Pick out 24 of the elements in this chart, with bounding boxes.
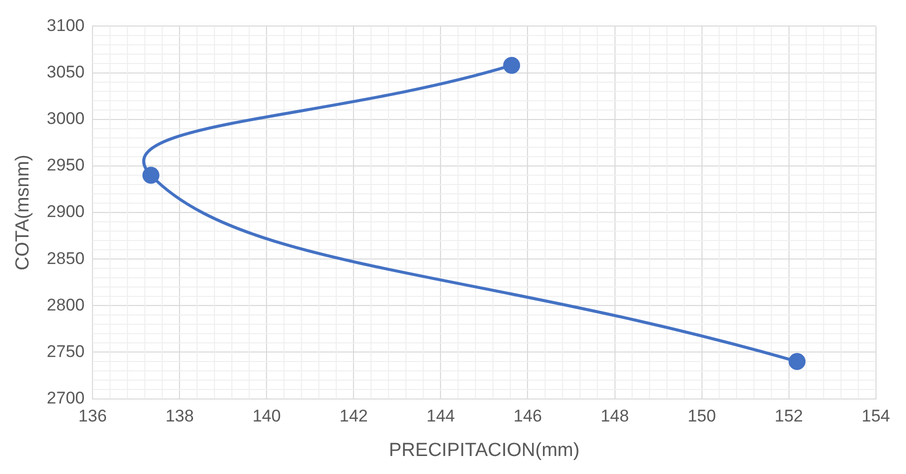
x-tick-label: 142 bbox=[339, 406, 368, 426]
y-tick-label: 2800 bbox=[46, 295, 85, 314]
x-tick-label: 154 bbox=[862, 406, 890, 426]
x-tick-label: 146 bbox=[514, 406, 542, 426]
x-tick-label: 138 bbox=[165, 406, 194, 426]
x-tick-label: 150 bbox=[688, 406, 716, 426]
y-tick-label: 3000 bbox=[46, 109, 85, 128]
y-tick-label: 2700 bbox=[46, 388, 85, 408]
y-tick-label: 2950 bbox=[46, 156, 85, 175]
y-tick-label: 2850 bbox=[46, 248, 85, 268]
y-tick-label: 3050 bbox=[46, 62, 85, 82]
y-tick-label: 3100 bbox=[46, 16, 85, 35]
x-tick-label: 144 bbox=[426, 406, 455, 426]
y-axis-title: COTA(msnm) bbox=[12, 154, 34, 270]
y-tick-label: 2750 bbox=[46, 342, 85, 361]
point bbox=[788, 353, 806, 370]
x-tick-label: 148 bbox=[600, 406, 629, 426]
x-tick-label: 152 bbox=[774, 406, 803, 426]
x-tick-label: 140 bbox=[252, 406, 281, 426]
x-tick-label: 136 bbox=[78, 406, 107, 426]
point bbox=[503, 56, 520, 74]
point bbox=[142, 166, 160, 184]
x-axis-title: PRECIPITACION(mm) bbox=[388, 440, 580, 461]
y-tick-label: 2900 bbox=[46, 202, 85, 222]
